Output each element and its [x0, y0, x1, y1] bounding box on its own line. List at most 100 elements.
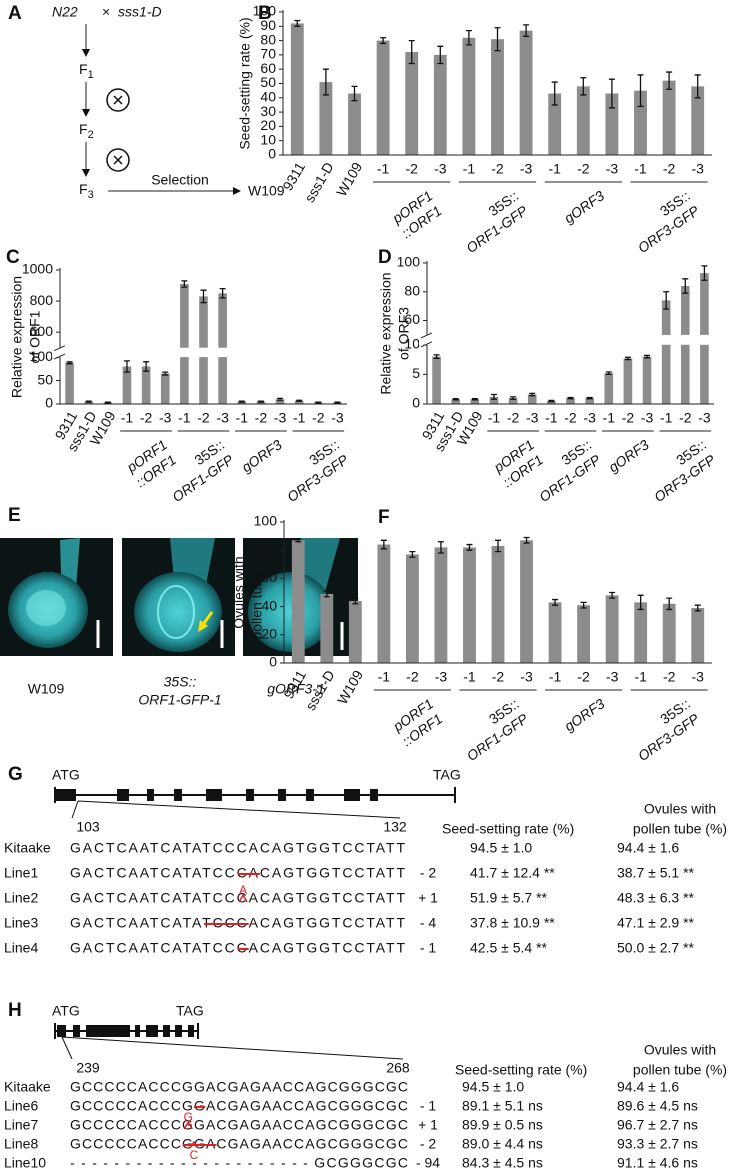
ovule-rate: 94.4 ± 1.6: [617, 840, 679, 856]
bar: [291, 540, 305, 663]
error-bar: [409, 550, 416, 558]
bar: [547, 401, 556, 404]
micrograph: [122, 538, 235, 656]
error-bar: [466, 543, 473, 551]
y-tick-label: 60: [260, 60, 276, 76]
x-tick-label: -1: [548, 161, 561, 177]
panel-a: A N22 × sss1-D F1 F2 F3 Selection W109: [8, 3, 285, 201]
error-bar: [552, 598, 559, 606]
error-bar: [637, 74, 644, 108]
column-header: Seed-setting rate (%): [442, 821, 574, 837]
bar: [290, 23, 304, 155]
error-bar: [437, 45, 444, 65]
image-label: 35S::: [164, 674, 197, 690]
error-bar: [277, 397, 284, 401]
y-axis-label: of ORF3: [396, 307, 412, 360]
error-bar: [123, 360, 130, 373]
sequence: GCCCCCACCCGGACGAGAACCAGCGGGCGC: [70, 1136, 408, 1152]
error-bar: [238, 400, 245, 403]
bar: [566, 398, 575, 404]
bar: [527, 394, 537, 404]
ovule-rate: 47.1 ± 2.9 **: [617, 915, 695, 931]
generation-sub: 3: [88, 189, 94, 201]
error-bar: [490, 393, 497, 400]
exon: [175, 1025, 182, 1037]
row-name: Kitaake: [4, 840, 51, 856]
bar: [434, 547, 448, 663]
error-bar: [637, 594, 644, 611]
exon: [344, 789, 360, 801]
edit-size: - 4: [420, 915, 437, 931]
y-tick-label: 60: [261, 569, 277, 585]
exon: [370, 789, 378, 801]
axis-break: [419, 334, 714, 345]
x-tick-label: -3: [526, 410, 539, 426]
seed-setting-rate: 89.9 ± 0.5 ns: [462, 1117, 543, 1133]
group-label: gORF3: [606, 436, 652, 475]
seed-setting-rate: 89.1 ± 5.1 ns: [462, 1098, 543, 1114]
x-tick-label: 9311: [279, 159, 308, 193]
x-tick-label: -2: [312, 410, 325, 426]
error-bar: [694, 74, 701, 99]
sequence: GCCCCCACCCGGACGAGAACCAGCGGGCGC: [70, 1098, 408, 1114]
x-tick-label: W109: [334, 667, 366, 707]
y-tick-label: 40: [261, 597, 277, 613]
error-bar: [551, 81, 558, 106]
x-tick-label: -3: [583, 410, 596, 426]
bar: [320, 593, 334, 663]
edit-size: - 1: [420, 940, 437, 956]
error-bar: [294, 19, 301, 27]
row-name: Line2: [4, 890, 38, 906]
error-bar: [494, 27, 501, 52]
bar: [662, 603, 676, 663]
x-tick-label: -3: [274, 410, 287, 426]
y-tick-label: 0: [45, 395, 53, 411]
x-tick-label: -2: [663, 161, 676, 177]
y-tick-label: 5: [412, 365, 420, 381]
sequence: GACTCAATCATATCCCACAGTGGTCCTATT: [70, 890, 405, 906]
exon: [174, 789, 182, 801]
y-tick-label: 10: [404, 335, 420, 351]
row-name: Line10: [4, 1155, 46, 1171]
position: 103: [76, 819, 100, 835]
error-bar: [682, 278, 689, 294]
ovule-rate: 50.0 ± 2.7 **: [617, 940, 695, 956]
generation-sub: 2: [88, 129, 94, 141]
bar: [141, 366, 151, 404]
bar: [348, 93, 361, 155]
bar: [463, 547, 476, 663]
y-tick-label: 100: [397, 254, 421, 270]
result-line: W109: [248, 183, 285, 199]
x-tick-label: -2: [679, 410, 692, 426]
micrograph: [0, 538, 113, 656]
y-axis-label: pollen tube (%): [249, 545, 265, 639]
exon: [206, 789, 222, 801]
x-tick-label: -2: [140, 410, 153, 426]
error-bar: [495, 539, 501, 553]
error-bar: [104, 401, 111, 404]
ovule-rate: 38.7 ± 5.1 **: [617, 865, 695, 881]
y-tick-label: 40: [260, 89, 276, 105]
column-header: Seed-setting rate (%): [455, 1062, 587, 1078]
bar: [623, 358, 633, 404]
bar: [576, 86, 590, 155]
error-bar: [624, 356, 631, 361]
error-bar: [701, 265, 708, 281]
selection-label: Selection: [151, 172, 209, 188]
row-name: Kitaake: [4, 1079, 51, 1095]
y-axis-label: Ovules with: [231, 556, 247, 628]
bar: [405, 52, 419, 155]
parent: N22: [52, 4, 78, 20]
y-tick-label: 50: [37, 371, 53, 387]
image-label: ORF1-GFP-1: [138, 692, 221, 708]
bar: [319, 82, 333, 155]
row-name: Line1: [4, 865, 38, 881]
x-tick-label: -2: [577, 161, 590, 177]
exon: [146, 1025, 158, 1037]
y-tick-label: 0: [268, 146, 276, 162]
bar: [691, 86, 705, 155]
zoom-line: [61, 1036, 404, 1060]
bar: [548, 602, 562, 663]
y-tick-label: 50: [260, 74, 276, 90]
